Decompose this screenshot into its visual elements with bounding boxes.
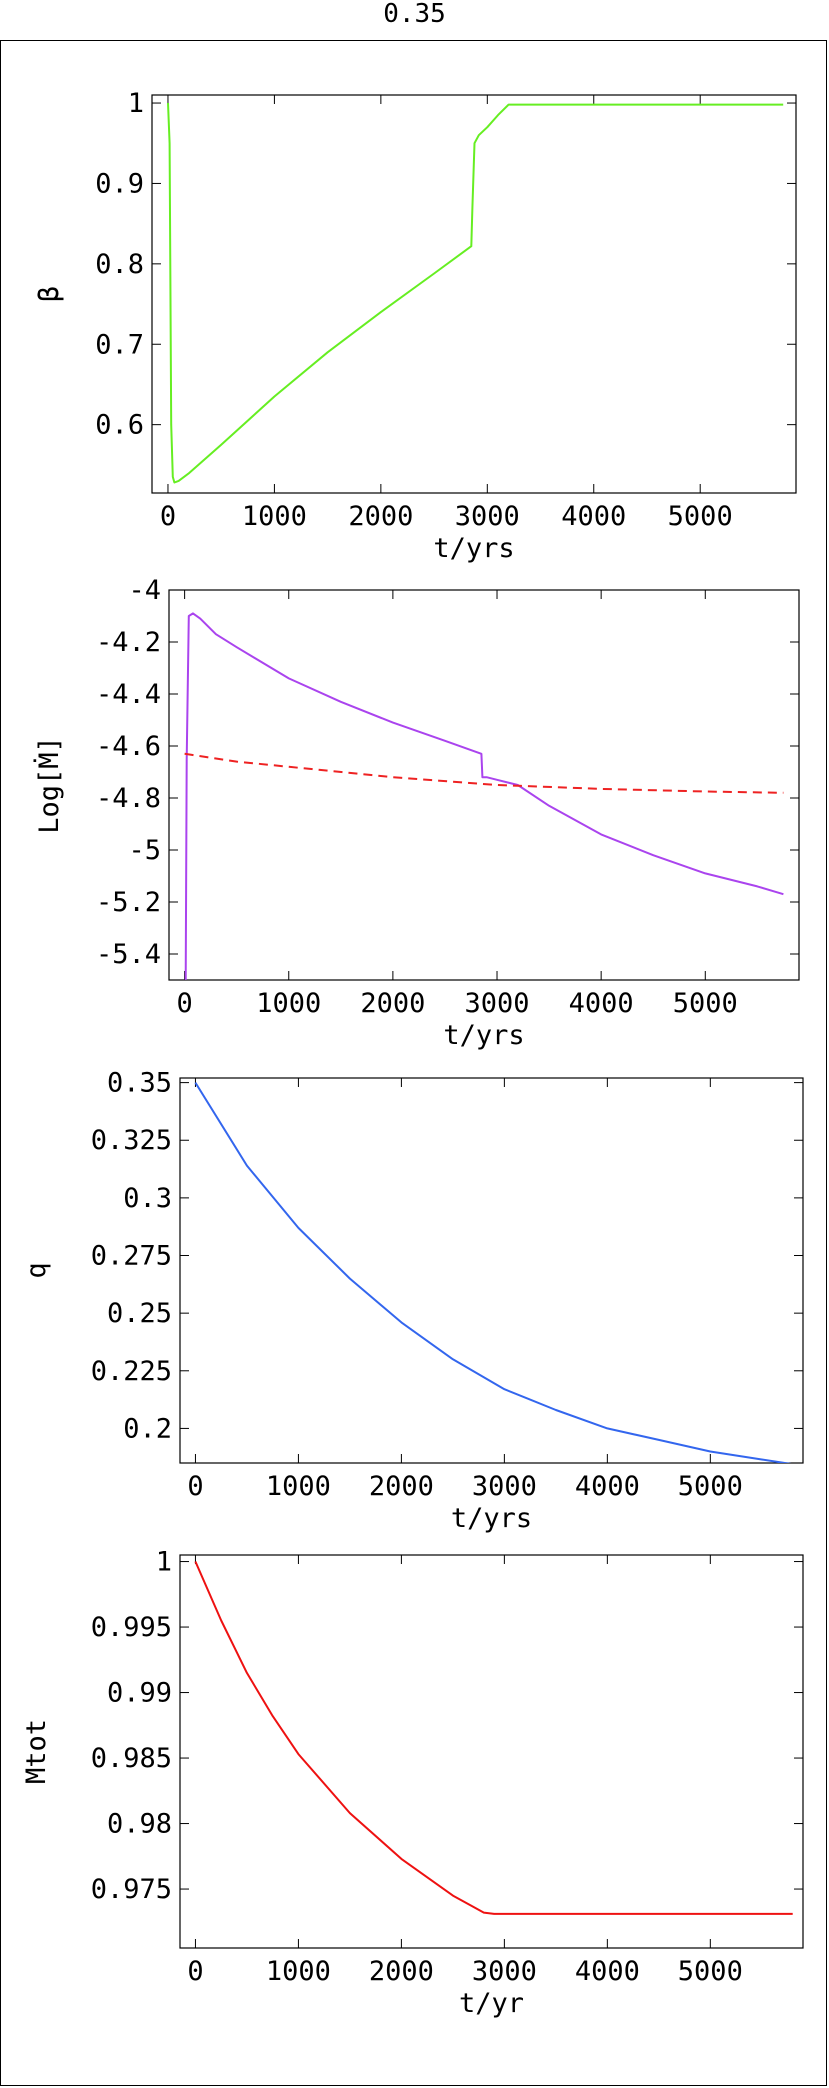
- x-tick-label: 1000: [266, 1471, 331, 1502]
- x-tick-label: 2000: [369, 1956, 434, 1987]
- x-tick-label: 5000: [678, 1956, 743, 1987]
- page-title: 0.35: [383, 0, 446, 29]
- series-line-1: [184, 612, 784, 980]
- x-tick-label: 5000: [668, 501, 733, 532]
- y-tick-label: -4: [128, 575, 161, 606]
- y-tick-label: 0.25: [107, 1298, 172, 1329]
- y-tick-label: -4.2: [96, 627, 161, 658]
- y-tick-label: 0.3: [123, 1183, 172, 1214]
- x-tick-label: 4000: [561, 501, 626, 532]
- y-axis-label: β: [34, 286, 65, 302]
- y-axis-label: Mtot: [21, 1719, 52, 1784]
- x-tick-label: 4000: [575, 1956, 640, 1987]
- series-line-1: [194, 1561, 793, 1915]
- x-tick-label: 0: [160, 501, 176, 532]
- y-tick-label: 0.975: [91, 1874, 172, 1905]
- x-tick-label: 5000: [673, 988, 738, 1019]
- x-tick-label: 2000: [360, 988, 425, 1019]
- y-tick-label: -5.2: [96, 887, 161, 918]
- y-tick-label: -5.4: [96, 939, 161, 970]
- y-tick-label: 0.2: [123, 1413, 172, 1444]
- y-tick-label: 0.35: [107, 1068, 172, 1099]
- x-axis-label: t/yrs: [443, 1020, 524, 1051]
- x-tick-label: 4000: [575, 1471, 640, 1502]
- x-tick-label: 0: [187, 1471, 203, 1502]
- y-tick-label: -4.6: [96, 731, 161, 762]
- plot-frame: [168, 589, 800, 981]
- series-line-2: [184, 752, 784, 794]
- y-tick-label: 0.275: [91, 1241, 172, 1272]
- y-tick-label: 0.99: [107, 1678, 172, 1709]
- series-line-1: [167, 102, 784, 484]
- y-tick-label: 0.98: [107, 1809, 172, 1840]
- x-tick-label: 2000: [369, 1471, 434, 1502]
- x-tick-label: 3000: [465, 988, 530, 1019]
- x-tick-label: 0: [176, 988, 192, 1019]
- plot-frame: [179, 1554, 804, 1949]
- x-tick-label: 3000: [472, 1471, 537, 1502]
- x-tick-label: 1000: [256, 988, 321, 1019]
- x-tick-label: 0: [187, 1956, 203, 1987]
- series-line-1: [194, 1082, 792, 1463]
- x-tick-label: 3000: [472, 1956, 537, 1987]
- plot-frame: [151, 94, 797, 494]
- x-tick-label: 1000: [266, 1956, 331, 1987]
- x-tick-label: 5000: [678, 1471, 743, 1502]
- x-axis-label: t/yr: [459, 1988, 524, 2019]
- y-tick-label: 0.8: [95, 249, 144, 280]
- y-tick-label: 0.995: [91, 1612, 172, 1643]
- y-tick-label: 0.225: [91, 1356, 172, 1387]
- y-tick-label: 0.7: [95, 329, 144, 360]
- x-axis-label: t/yrs: [433, 533, 514, 564]
- x-axis-label: t/yrs: [451, 1503, 532, 1534]
- y-tick-label: 0.6: [95, 410, 144, 441]
- y-axis-label: Log[Ṁ]: [33, 736, 65, 834]
- y-tick-label: 0.985: [91, 1743, 172, 1774]
- y-tick-label: -4.8: [96, 783, 161, 814]
- y-tick-label: 0.325: [91, 1125, 172, 1156]
- plot-frame: [179, 1077, 804, 1464]
- y-tick-label: 0.9: [95, 168, 144, 199]
- y-tick-label: 1: [156, 1547, 172, 1578]
- x-tick-label: 3000: [455, 501, 520, 532]
- y-tick-label: 1: [128, 88, 144, 119]
- y-axis-label: q: [21, 1262, 52, 1278]
- figure-frame: [0, 40, 827, 2086]
- y-tick-label: -4.4: [96, 679, 161, 710]
- y-tick-label: -5: [128, 835, 161, 866]
- x-tick-label: 1000: [242, 501, 307, 532]
- x-tick-label: 4000: [569, 988, 634, 1019]
- x-tick-label: 2000: [348, 501, 413, 532]
